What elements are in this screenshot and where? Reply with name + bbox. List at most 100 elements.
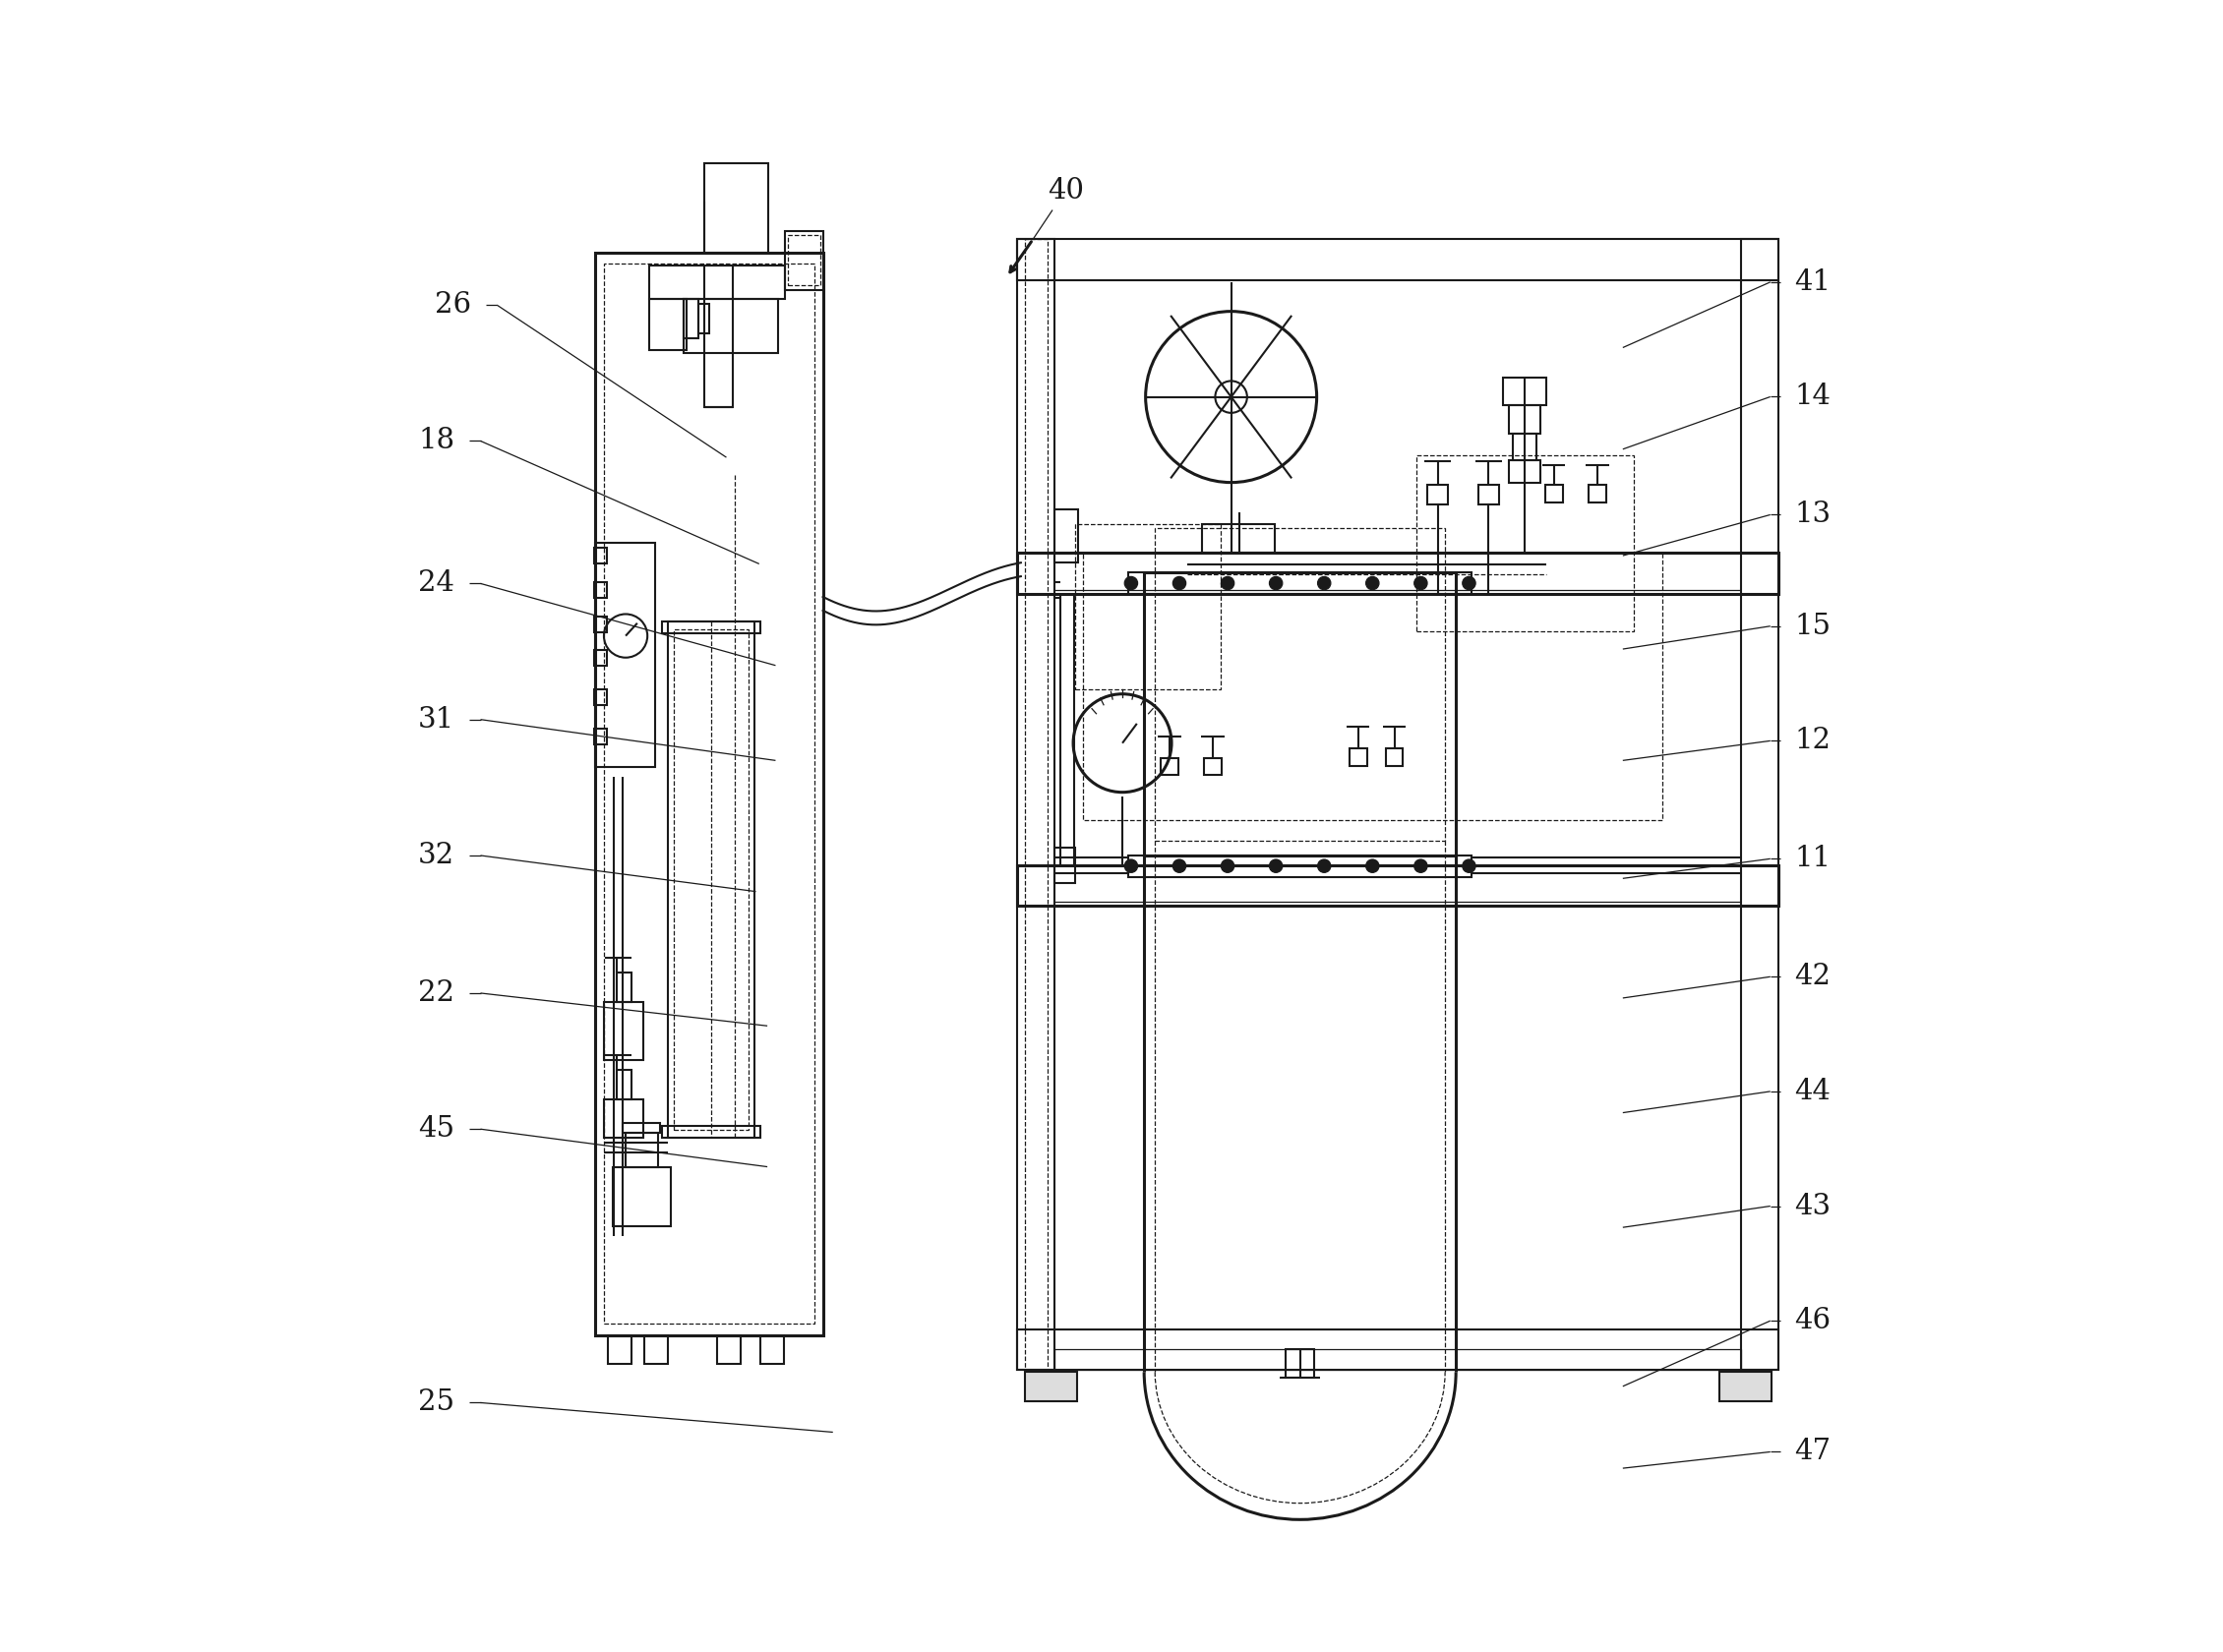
Bar bbox=[1056, 509, 1078, 563]
Bar bbox=[1509, 405, 1541, 434]
Text: 40: 40 bbox=[1047, 177, 1085, 205]
Bar bbox=[718, 1335, 740, 1365]
Bar bbox=[605, 264, 814, 1323]
Bar bbox=[705, 164, 767, 253]
Text: 32: 32 bbox=[418, 843, 453, 869]
Circle shape bbox=[1463, 577, 1476, 590]
Bar bbox=[618, 973, 631, 1001]
Bar bbox=[1503, 377, 1547, 405]
Bar bbox=[594, 651, 607, 666]
Bar bbox=[685, 299, 698, 339]
Circle shape bbox=[1269, 577, 1283, 590]
Circle shape bbox=[1414, 577, 1427, 590]
Bar bbox=[649, 266, 785, 299]
Text: 44: 44 bbox=[1794, 1077, 1832, 1105]
Bar bbox=[674, 629, 749, 1130]
Circle shape bbox=[1318, 577, 1332, 590]
Circle shape bbox=[1220, 859, 1234, 872]
Bar bbox=[594, 689, 607, 705]
Circle shape bbox=[1463, 859, 1476, 872]
Bar bbox=[1589, 484, 1605, 502]
Text: 47: 47 bbox=[1794, 1439, 1832, 1465]
Text: 45: 45 bbox=[418, 1115, 453, 1143]
Text: 22: 22 bbox=[418, 980, 453, 1006]
Bar bbox=[1083, 553, 1663, 819]
Circle shape bbox=[1414, 859, 1427, 872]
Text: 43: 43 bbox=[1794, 1193, 1832, 1219]
Bar bbox=[1018, 1330, 1778, 1370]
Bar bbox=[1018, 240, 1778, 279]
Bar bbox=[1056, 847, 1076, 882]
Bar bbox=[785, 231, 823, 289]
Bar bbox=[609, 1335, 631, 1365]
Bar bbox=[594, 582, 607, 598]
Bar bbox=[625, 1133, 658, 1168]
Bar bbox=[1514, 434, 1536, 461]
Bar bbox=[1718, 1373, 1772, 1401]
Text: 42: 42 bbox=[1794, 963, 1832, 991]
Bar bbox=[1025, 1373, 1076, 1401]
Bar bbox=[605, 1099, 645, 1138]
Bar bbox=[789, 235, 820, 284]
Text: 31: 31 bbox=[418, 705, 453, 733]
Bar bbox=[594, 548, 607, 563]
Bar bbox=[1285, 1348, 1314, 1378]
Bar bbox=[1018, 553, 1778, 595]
Text: 26: 26 bbox=[433, 291, 471, 319]
Circle shape bbox=[1220, 577, 1234, 590]
Bar bbox=[596, 253, 823, 1335]
Circle shape bbox=[1365, 859, 1378, 872]
Bar bbox=[1385, 748, 1403, 765]
Bar bbox=[1076, 524, 1220, 689]
Bar bbox=[1349, 748, 1367, 765]
Bar bbox=[705, 266, 734, 406]
Bar bbox=[1478, 484, 1498, 504]
Bar bbox=[622, 1123, 660, 1133]
Text: 46: 46 bbox=[1794, 1307, 1832, 1335]
Bar bbox=[667, 621, 756, 1138]
Bar bbox=[594, 616, 607, 633]
Bar bbox=[1156, 529, 1445, 841]
Bar bbox=[1509, 461, 1541, 482]
Bar bbox=[645, 1335, 667, 1365]
Circle shape bbox=[1269, 859, 1283, 872]
Bar bbox=[662, 621, 760, 633]
Bar bbox=[1129, 856, 1472, 877]
Text: 13: 13 bbox=[1794, 501, 1832, 529]
Bar bbox=[1203, 524, 1274, 553]
Bar bbox=[1205, 758, 1223, 775]
Bar bbox=[1160, 758, 1178, 775]
Bar bbox=[594, 729, 607, 743]
Bar bbox=[605, 1001, 645, 1061]
Text: 41: 41 bbox=[1794, 268, 1832, 296]
Text: 14: 14 bbox=[1794, 383, 1832, 410]
Bar bbox=[685, 299, 778, 354]
Circle shape bbox=[1125, 859, 1138, 872]
Bar bbox=[1427, 484, 1447, 504]
Bar bbox=[1741, 240, 1778, 1370]
Bar bbox=[1545, 484, 1563, 502]
Text: 25: 25 bbox=[418, 1389, 453, 1416]
Circle shape bbox=[1365, 577, 1378, 590]
Bar bbox=[698, 304, 709, 334]
Text: 24: 24 bbox=[418, 570, 453, 598]
Circle shape bbox=[1318, 859, 1332, 872]
Bar bbox=[1025, 240, 1047, 1370]
Bar bbox=[760, 1335, 785, 1365]
Bar bbox=[614, 1168, 671, 1226]
Circle shape bbox=[1125, 577, 1138, 590]
Text: 15: 15 bbox=[1794, 613, 1832, 639]
Text: 18: 18 bbox=[418, 428, 453, 454]
Bar bbox=[1056, 1348, 1741, 1370]
Bar bbox=[649, 299, 687, 350]
Bar bbox=[1145, 573, 1456, 856]
Text: 11: 11 bbox=[1794, 846, 1832, 872]
Circle shape bbox=[1174, 577, 1185, 590]
Bar bbox=[1129, 573, 1472, 595]
Bar bbox=[596, 544, 654, 768]
Bar bbox=[1416, 456, 1634, 631]
Bar bbox=[1018, 866, 1778, 905]
Text: 12: 12 bbox=[1794, 727, 1832, 755]
Bar bbox=[1018, 240, 1056, 1370]
Bar bbox=[618, 1070, 631, 1099]
